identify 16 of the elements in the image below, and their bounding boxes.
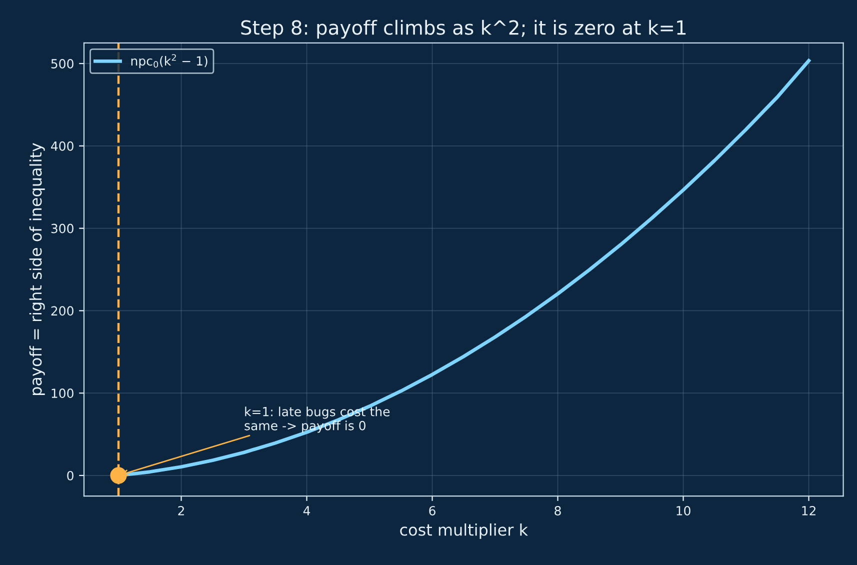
x-tick-label: 4 [303,506,310,516]
x-axis-title: cost multiplier k [400,523,528,539]
x-tick-label: 10 [676,506,690,516]
x-tick-label: 2 [178,506,184,516]
legend-label: npc$_{0}$(k$^{2}$ − 1) [131,54,208,68]
y-tick-label: 200 [51,306,74,316]
chart-title: Step 8: payoff climbs as k^2; it is zero at k=1 [241,20,686,39]
y-tick-label: 300 [51,224,74,234]
y-tick-label: 100 [52,388,74,398]
y-tick-label: 500 [51,59,74,68]
x-tick-label: 8 [554,506,561,516]
y-tick-label: 0 [67,470,74,480]
x-tick-label: 12 [802,506,816,516]
y-tick-label: 400 [51,141,74,151]
y-axis-title: payoff = right side of inequality [29,143,45,395]
x-tick-label: 6 [429,506,436,516]
